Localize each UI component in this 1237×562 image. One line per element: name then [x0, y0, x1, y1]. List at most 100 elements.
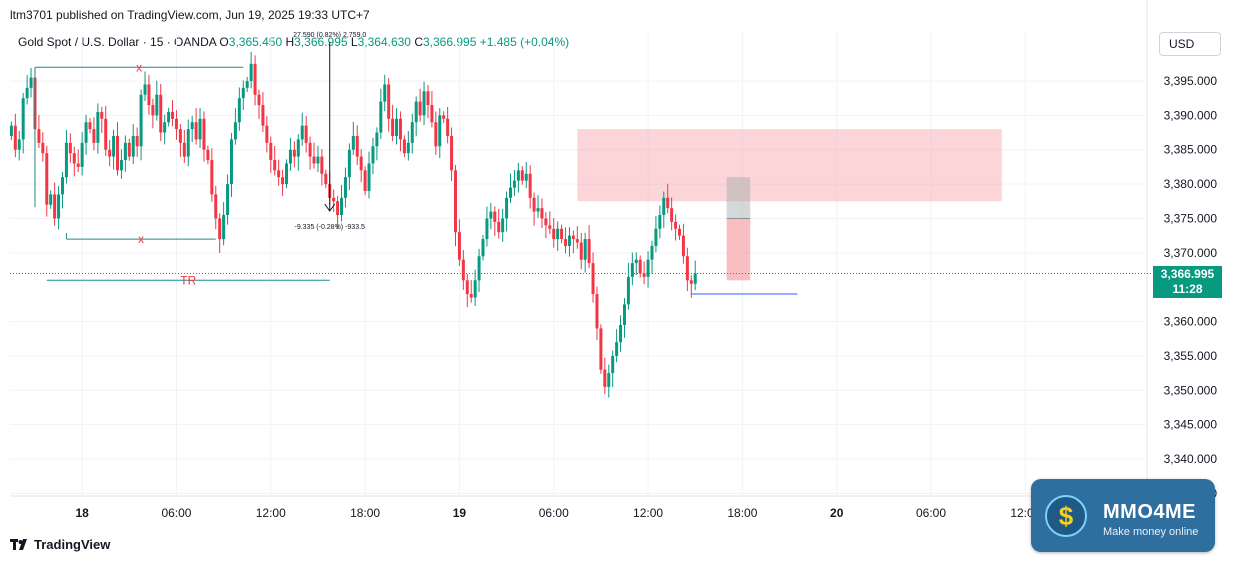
candle-body — [516, 170, 520, 181]
candle-body — [178, 129, 182, 143]
candle-body — [497, 221, 501, 233]
candle-body — [84, 122, 88, 143]
candle-body — [60, 177, 64, 195]
candle-body — [442, 115, 446, 119]
candle-body — [147, 84, 151, 106]
candle-body — [450, 135, 454, 171]
candle-body — [418, 101, 422, 116]
candle-body — [9, 125, 13, 136]
time-tick-label: 19 — [453, 506, 467, 520]
candle-body — [371, 146, 375, 164]
candle-body — [123, 142, 127, 161]
price-tick-label: 3,360.000 — [1164, 315, 1218, 329]
candle-body — [619, 324, 623, 343]
candle-body — [422, 91, 426, 116]
candle-body — [312, 156, 316, 164]
candle-body — [603, 369, 607, 387]
candle-body — [316, 156, 320, 164]
candle-body — [556, 228, 560, 240]
candle-body — [64, 142, 68, 178]
candle-body — [72, 153, 76, 164]
candle-body — [21, 98, 25, 140]
candle-body — [685, 256, 689, 281]
time-tick-label: 18:00 — [350, 506, 380, 520]
candle-body — [509, 187, 513, 198]
level-label: TR — [180, 273, 196, 287]
candle-body — [564, 239, 568, 246]
candle-body — [155, 94, 159, 116]
candle-body — [560, 228, 564, 240]
candle-body — [567, 235, 571, 246]
tradingview-brand[interactable]: TradingView — [10, 537, 110, 552]
candle-body — [214, 194, 218, 219]
candle-body — [218, 218, 222, 240]
measure-label-top: 27.590 (0.82%) 2,759.0 — [293, 32, 366, 39]
price-tick-label: 3,345.000 — [1164, 418, 1218, 432]
candle-body — [245, 81, 249, 88]
candle-body — [528, 173, 532, 198]
level-label: x — [138, 232, 144, 246]
candle-body — [662, 197, 666, 216]
tradingview-logo-icon — [10, 538, 30, 551]
price-tick-label: 3,380.000 — [1164, 177, 1218, 191]
close-value: 3,366.995 — [423, 35, 477, 49]
candle-body — [666, 197, 670, 209]
candle-body — [108, 149, 112, 157]
candle-body — [359, 156, 363, 171]
candle-body — [395, 118, 399, 136]
candle-body — [591, 263, 595, 295]
candle-body — [465, 280, 469, 295]
candle-body — [391, 118, 395, 136]
symbol-legend: Gold Spot / U.S. Dollar · 15 · OANDA O3,… — [18, 35, 569, 49]
time-tick-label: 06:00 — [161, 506, 191, 520]
candle-body — [57, 194, 61, 219]
time-tick-label: 20 — [830, 506, 844, 520]
time-tick-label: 18:00 — [727, 506, 757, 520]
mmo4me-watermark: $ MMO4ME Make money online — [1031, 479, 1215, 552]
candle-body — [520, 170, 524, 181]
publisher-line: ltm3701 published on TradingView.com, Ju… — [10, 8, 370, 22]
price-tick-label: 3,395.000 — [1164, 74, 1218, 88]
open-label: O — [219, 35, 229, 49]
price-tick-label: 3,350.000 — [1164, 383, 1218, 397]
candle-body — [292, 149, 296, 157]
watermark-name: MMO4ME — [1103, 501, 1196, 523]
candle-body — [626, 276, 630, 305]
candle-body — [347, 149, 351, 178]
candle-body — [453, 170, 457, 233]
candle-body — [17, 139, 21, 150]
candle-body — [678, 228, 681, 236]
currency-button[interactable]: USD — [1159, 32, 1221, 56]
time-tick-label: 06:00 — [916, 506, 946, 520]
bar-countdown: 11:28 — [1172, 282, 1203, 296]
candle-body — [524, 173, 528, 181]
candle-body — [143, 84, 147, 95]
candle-body — [163, 122, 167, 133]
candle-body — [139, 94, 143, 147]
candle-body — [29, 77, 33, 88]
candle-body — [25, 87, 29, 99]
candle-body — [489, 211, 493, 219]
candle-body — [151, 105, 155, 116]
candle-body — [296, 139, 300, 157]
candle-body — [49, 194, 53, 205]
candle-body — [288, 149, 292, 164]
measure-label-bottom: -9.335 (-0.28%) -933.5 — [295, 224, 366, 231]
candle-body — [159, 94, 163, 133]
candle-body — [544, 218, 548, 226]
candle-body — [599, 328, 603, 370]
candle-body — [571, 235, 575, 240]
candle-body — [222, 215, 226, 240]
candle-body — [285, 163, 288, 185]
open-value: 3,365.450 — [228, 35, 283, 49]
candle-body — [438, 115, 442, 147]
change-value: +1.485 (+0.04%) — [479, 35, 570, 49]
candle-body — [202, 118, 206, 150]
candle-body — [186, 129, 190, 157]
candle-body — [646, 259, 650, 277]
supply-zone — [577, 129, 1002, 202]
candle-body — [446, 118, 450, 136]
candle-body — [253, 63, 257, 95]
candle-body — [336, 201, 340, 216]
